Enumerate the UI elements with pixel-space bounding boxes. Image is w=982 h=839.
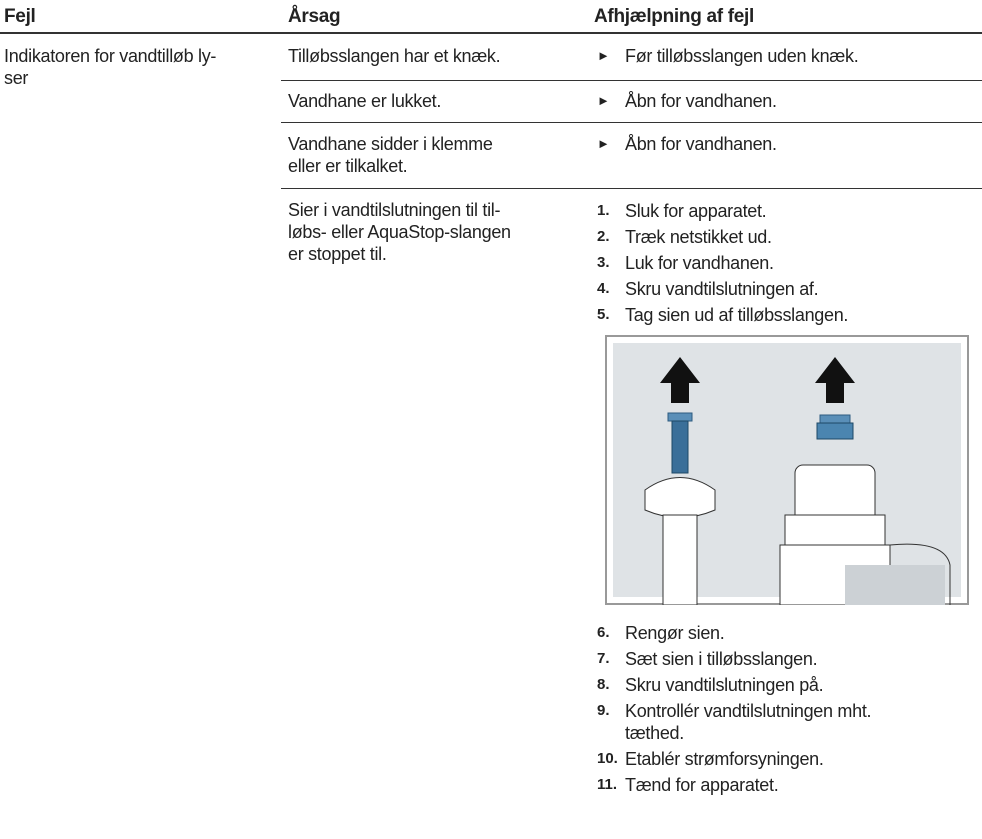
- step-number: 7.: [597, 650, 610, 667]
- cause-text: Tilløbsslangen har et knæk.: [288, 46, 501, 66]
- bullet: ►: [597, 48, 610, 63]
- bullet: ►: [597, 93, 610, 108]
- cause-text: Vandhane er lukket.: [288, 91, 442, 111]
- step-number: 9.: [597, 702, 610, 719]
- header-rule: [0, 32, 982, 34]
- remedy-text: Før tilløbsslangen uden knæk.: [625, 46, 859, 66]
- fault-text: Indikatoren for vandtilløb ly- ser: [4, 46, 217, 88]
- header-cell: Årsag: [288, 6, 341, 27]
- step-number: 5.: [597, 306, 610, 323]
- remedy-text: Åbn for vandhanen.: [625, 134, 777, 154]
- step-number: 8.: [597, 676, 610, 693]
- step-number: 11.: [597, 776, 618, 793]
- step-text: Skru vandtilslutningen på.: [625, 675, 824, 695]
- step-text: Luk for vandhanen.: [625, 253, 774, 273]
- header-cell: Afhjælpning af fejl: [594, 6, 755, 27]
- step-text: Tænd for apparatet.: [625, 775, 779, 795]
- step-text: Tag sien ud af tilløbsslangen.: [625, 305, 849, 325]
- step-text: Sæt sien i tilløbsslangen.: [625, 649, 818, 669]
- row-rule: [281, 80, 982, 81]
- bullet: ►: [597, 136, 610, 151]
- step-text: Kontrollér vandtilslutningen mht. tæthed…: [625, 701, 872, 743]
- cause-text: Vandhane sidder i klemme eller er tilkal…: [288, 134, 493, 176]
- step-number: 4.: [597, 280, 610, 297]
- remedy-text: Åbn for vandhanen.: [625, 91, 777, 111]
- step-text: Rengør sien.: [625, 623, 725, 643]
- step-number: 3.: [597, 254, 610, 271]
- step-number: 2.: [597, 228, 610, 245]
- header-cell: Fejl: [4, 6, 36, 27]
- step-text: Skru vandtilslutningen af.: [625, 279, 819, 299]
- step-text: Sluk for apparatet.: [625, 201, 767, 221]
- row-rule: [281, 188, 982, 189]
- illustration: [605, 335, 969, 605]
- step-text: Etablér strømforsyningen.: [625, 749, 824, 769]
- step-number: 6.: [597, 624, 610, 641]
- cause-text: Sier i vandtilslutningen til til- løbs- …: [288, 200, 511, 264]
- step-number: 10.: [597, 750, 618, 767]
- step-text: Træk netstikket ud.: [625, 227, 772, 247]
- step-number: 1.: [597, 202, 610, 219]
- row-rule: [281, 122, 982, 123]
